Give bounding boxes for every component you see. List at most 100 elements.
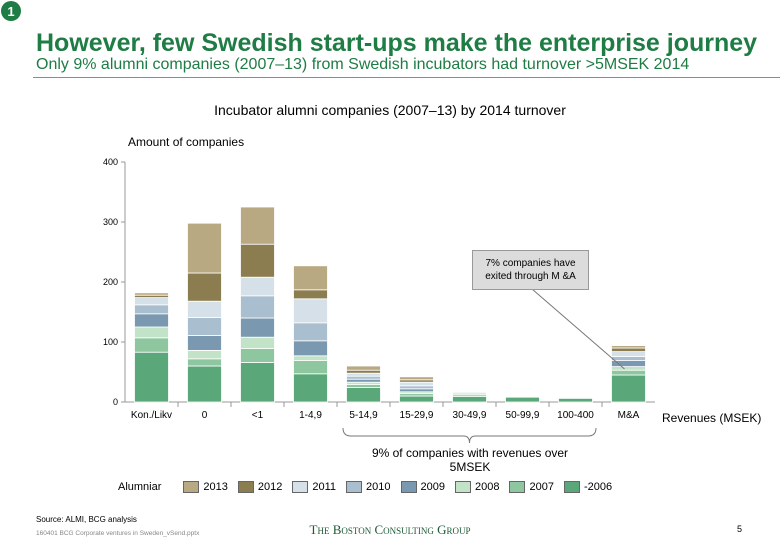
- legend-item: 2008: [455, 481, 499, 493]
- legend-label: 2012: [257, 481, 283, 493]
- y-axis-label: Amount of companies: [128, 135, 244, 149]
- legend-swatch: [509, 481, 526, 493]
- title-divider: [33, 77, 780, 78]
- bar-segment: [346, 378, 381, 383]
- legend-label: -2006: [583, 481, 613, 493]
- bar-segment: [240, 361, 275, 403]
- bar-segment: [187, 316, 222, 336]
- brace-annotation: 9% of companies with revenues over 5MSEK: [371, 446, 569, 474]
- bar-segment: [399, 385, 434, 390]
- x-tick-label: 100-400: [557, 410, 594, 421]
- legend-item: 2013: [183, 481, 228, 493]
- legend-swatch: [183, 481, 200, 493]
- page-title: However, few Swedish start-ups make the …: [36, 29, 758, 57]
- legend-item: 2007: [509, 481, 554, 493]
- bar-segment: [611, 355, 646, 361]
- bar-segment: [240, 276, 275, 297]
- x-tick-label: 15-29,9: [400, 410, 434, 421]
- bar-segment: [134, 292, 169, 296]
- legend-swatch: [455, 481, 471, 493]
- y-tick-label: 300: [103, 217, 118, 227]
- file-name: 160401 BCG Corporate ventures in Sweden_…: [36, 530, 200, 537]
- chart-title: Incubator alumni companies (2007–13) by …: [214, 102, 566, 118]
- y-tick-label: 200: [103, 277, 118, 287]
- bar-segment: [611, 360, 646, 368]
- bar-segment: [293, 322, 328, 342]
- legend-label: 2009: [420, 481, 445, 493]
- bar-segment: [346, 384, 381, 389]
- bar-segment: [134, 326, 169, 339]
- bar-segment: [187, 222, 222, 274]
- legend-title: Alumniar: [118, 481, 162, 493]
- bar-segment: [187, 300, 222, 318]
- bar-segment: [399, 381, 434, 387]
- bar-segment: [240, 348, 275, 363]
- bar-segment: [346, 365, 381, 371]
- bar-segment: [134, 304, 169, 315]
- revenue-brace: [342, 427, 597, 444]
- bar-segment: [240, 336, 275, 350]
- y-tick-label: 100: [103, 337, 118, 347]
- bar-segment: [293, 298, 328, 324]
- bar-segment: [293, 373, 328, 403]
- x-tick-label: 50-99,9: [506, 410, 540, 421]
- page-subtitle: Only 9% alumni companies (2007–13) from …: [36, 56, 690, 73]
- bar-segment: [187, 349, 222, 360]
- bar-segment: [611, 351, 646, 357]
- bar-segment: [611, 366, 646, 371]
- legend-swatch: [346, 481, 363, 493]
- bar-segment: [187, 365, 222, 403]
- legend-swatch: [237, 481, 254, 493]
- x-tick-label: M&A: [618, 410, 640, 421]
- y-tick-label: 400: [103, 157, 118, 167]
- bar-segment: [399, 388, 434, 393]
- legend-item: -2006: [563, 481, 613, 493]
- mna-callout: 7% companies have exited through M &A: [472, 250, 589, 290]
- bar-segment: [240, 243, 275, 278]
- x-tick-label: 5-14,9: [349, 410, 378, 421]
- legend-label: 2007: [529, 481, 554, 493]
- x-axis-label: Revenues (MSEK): [662, 411, 761, 425]
- callout-pointer: [531, 288, 625, 370]
- bar-segment: [346, 372, 381, 377]
- bar-segment: [134, 313, 169, 328]
- bcg-logo: The Boston Consulting Group: [309, 522, 471, 537]
- bar-segment: [134, 351, 169, 403]
- legend-swatch: [563, 481, 580, 493]
- bar-segment: [187, 272, 222, 302]
- bar-segment: [611, 369, 646, 376]
- bar-segment: [558, 397, 593, 403]
- y-tick-label: 0: [113, 397, 118, 407]
- legend-swatch: [400, 481, 417, 493]
- x-tick-label: 0: [202, 410, 208, 421]
- legend-label: 2010: [366, 481, 391, 493]
- x-tick-label: 30-49,9: [453, 410, 487, 421]
- bar-segment: [293, 360, 328, 375]
- bar-segment: [505, 396, 540, 403]
- bar-segment: [134, 297, 169, 306]
- bar-segment: [346, 369, 381, 374]
- legend-label: 2011: [312, 481, 337, 493]
- legend-label: 2013: [203, 481, 228, 493]
- legend-swatch: [292, 481, 309, 493]
- bar-segment: [134, 337, 169, 353]
- slide-number-badge: 1: [1, 1, 21, 21]
- bar-segment: [452, 389, 487, 392]
- bar-segment: [187, 358, 222, 367]
- bar-segment: [293, 355, 328, 361]
- bar-segment: [452, 396, 487, 403]
- bar-segment: [346, 387, 381, 403]
- legend-item: 2009: [400, 481, 445, 493]
- x-tick-label: Kon./Likv: [131, 410, 172, 421]
- legend-label: 2008: [475, 481, 500, 493]
- legend-item: 2010: [346, 481, 391, 493]
- bar-segment: [293, 289, 328, 300]
- bar-segment: [187, 334, 222, 351]
- legend-item: 2012: [237, 481, 283, 493]
- bar-segment: [399, 395, 434, 403]
- bar-segment: [293, 265, 328, 291]
- bar-segment: [611, 347, 646, 352]
- bar-segment: [611, 374, 646, 403]
- bar-segment: [611, 345, 646, 349]
